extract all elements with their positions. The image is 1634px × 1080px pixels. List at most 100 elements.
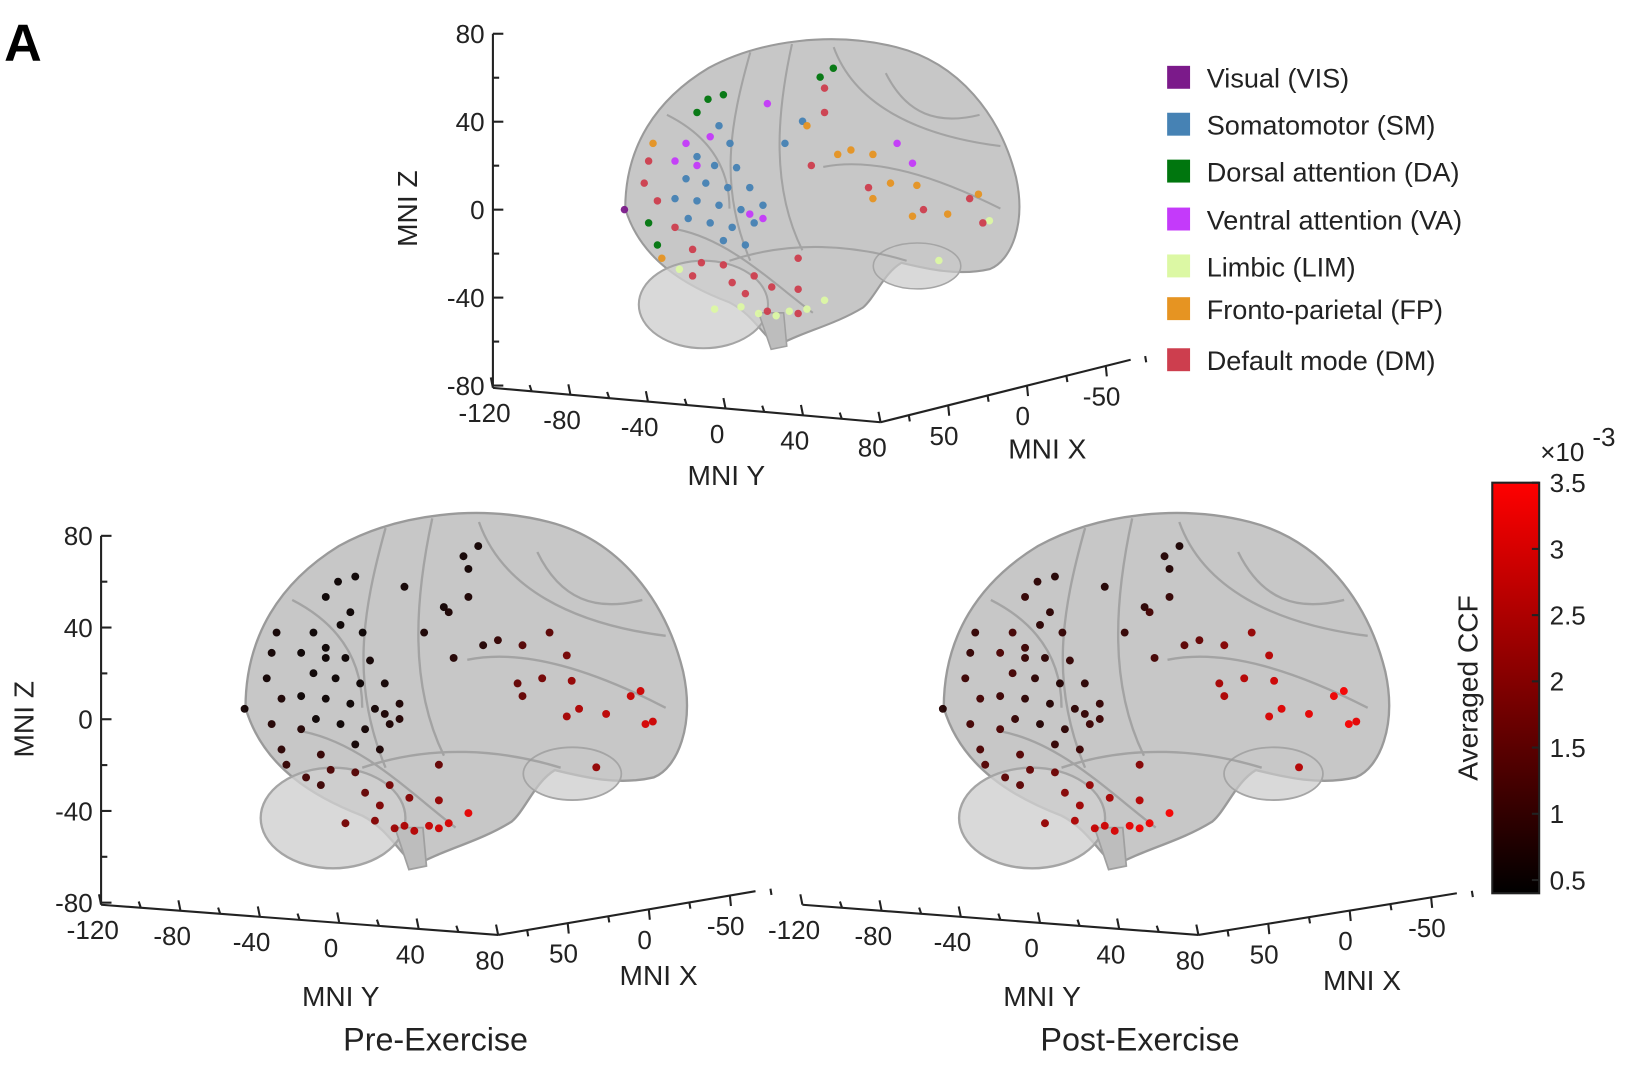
electrode-point (361, 725, 370, 734)
panel-title: Post-Exercise (1040, 1022, 1239, 1058)
electrode-point (400, 582, 409, 591)
electrode-point (464, 809, 473, 818)
electrode-point (803, 121, 811, 130)
electrode-point (1070, 704, 1079, 713)
electrode-point (737, 303, 745, 311)
electrode-point (671, 223, 679, 232)
electrode-point (741, 289, 750, 298)
colorbar-tick-label: 0.5 (1550, 865, 1586, 895)
electrode-point (816, 73, 824, 81)
electrode-point (439, 603, 448, 612)
electrode-point (1065, 656, 1074, 665)
electrode-point (943, 210, 952, 218)
electrode-point (434, 796, 443, 805)
electrode-point (567, 676, 576, 685)
x-axis-title: MNI X (620, 960, 698, 991)
electrode-point (996, 725, 1005, 734)
y-tick-label: -40 (934, 927, 972, 957)
electrode-point (979, 219, 987, 227)
electrode-point (640, 179, 648, 187)
electrode-point (1344, 720, 1353, 729)
colorbar-tick-label: 2 (1550, 667, 1565, 697)
y-tick-label: 80 (475, 945, 504, 975)
y-tick-label: -40 (621, 412, 659, 442)
electrode-point (732, 163, 741, 172)
electrode-point (1045, 699, 1054, 708)
electrode-point (641, 720, 650, 729)
electrode-point (321, 643, 330, 652)
electrode-point (1033, 577, 1042, 586)
z-axis-title: MNI Z (8, 681, 39, 758)
electrode-point (375, 745, 384, 754)
colorbar-tick-label: 1 (1550, 799, 1565, 829)
electrode-point (715, 121, 723, 130)
electrode-point (267, 720, 276, 729)
x-axis-title: MNI X (1008, 434, 1086, 465)
electrode-point (675, 265, 684, 274)
electrode-point (1050, 740, 1059, 749)
y-axis-tick (1036, 912, 1042, 924)
electrode-point (746, 210, 754, 218)
y-tick-label: 80 (1176, 945, 1205, 975)
electrode-point (1240, 674, 1249, 683)
y-axis-tick (997, 913, 1002, 921)
electrode-point (1110, 826, 1119, 835)
colorbar-exponent: -3 (1592, 422, 1615, 452)
y-axis-tick (1076, 919, 1081, 927)
x-tick-label: 50 (1250, 939, 1279, 969)
electrode-point (346, 608, 355, 617)
electrode-point (240, 704, 249, 713)
x-tick-label: 50 (549, 939, 578, 969)
electrode-point (1085, 781, 1094, 790)
electrode-point (1095, 699, 1104, 708)
electrode-point (908, 159, 917, 168)
electrode-point (302, 773, 311, 782)
electrode-point (807, 161, 816, 170)
electrode-point (351, 768, 360, 777)
electrode-point (693, 197, 701, 205)
y-axis-tick (567, 384, 572, 395)
electrode-point (706, 133, 714, 141)
electrode-point (267, 648, 276, 657)
electrode-point (1041, 819, 1049, 828)
electrode-point (1008, 669, 1017, 678)
electrode-point (1075, 801, 1084, 810)
electrode-point (715, 201, 723, 209)
electrode-point (653, 241, 662, 249)
y-axis-tick (336, 912, 341, 924)
y-axis-tick (217, 907, 222, 915)
colorbar-label: Averaged CCF (1453, 595, 1484, 781)
x-axis-tick (1348, 910, 1352, 922)
y-tick-label: -80 (153, 921, 191, 951)
y-axis-tick (683, 398, 688, 406)
y-axis-tick (375, 919, 380, 927)
z-tick-label: -80 (55, 888, 93, 918)
electrode-point (829, 64, 838, 73)
electrode-point (464, 565, 473, 573)
electrode-point (513, 679, 522, 688)
x-tick-label: -50 (1083, 382, 1121, 412)
y-axis-tick (799, 404, 805, 416)
electrode-point (1195, 636, 1204, 645)
electrode-point (400, 821, 409, 830)
electrode-point (971, 628, 980, 637)
electrode-point (820, 108, 829, 117)
electrode-point (1165, 809, 1174, 818)
electrode-point (1125, 821, 1134, 830)
electrode-point (704, 95, 712, 103)
electrode-point (420, 628, 429, 637)
legend-item-va: Ventral attention (VA) (1167, 204, 1462, 235)
legend-swatch (1167, 348, 1191, 372)
x-axis-tick (986, 395, 990, 402)
colorbar: 3.5 3 2.5 2 1.5 1 0.5 ×10 -3 Averaged CCF (1453, 422, 1616, 895)
z-tick-label: 40 (64, 613, 93, 643)
x-tick-label: 0 (637, 925, 652, 955)
y-axis-title: MNI Y (1003, 981, 1081, 1012)
electrode-point (750, 219, 758, 227)
electrode-point (1140, 603, 1149, 612)
electrode-point (682, 139, 690, 148)
x-axis-tick (769, 888, 773, 896)
electrode-point (719, 261, 728, 269)
